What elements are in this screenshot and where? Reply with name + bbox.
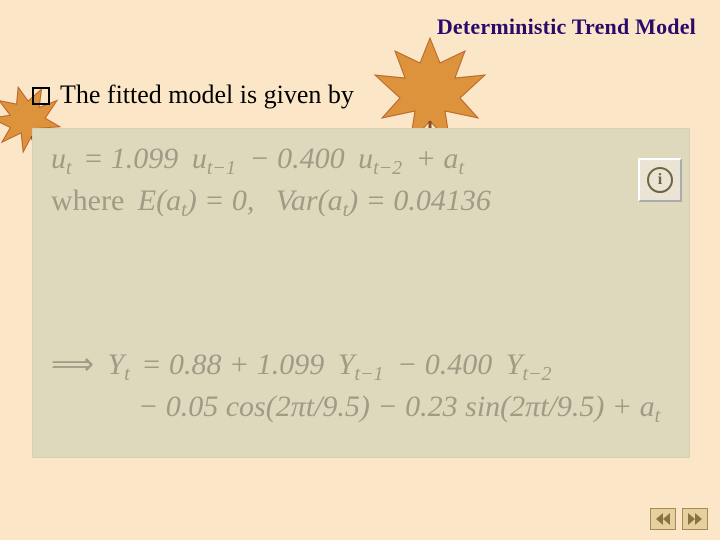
info-label: i bbox=[658, 172, 662, 188]
info-button[interactable]: i bbox=[638, 158, 682, 202]
formula-line-1: ut = 1.099 ut−1 − 0.400 ut−2 + at bbox=[51, 143, 671, 179]
bullet-square-icon bbox=[32, 87, 50, 105]
formula-line-2: where E(at) = 0, Var(at) = 0.04136 bbox=[51, 185, 671, 221]
slide: Deterministic Trend Model The fitted mod… bbox=[0, 0, 720, 540]
slide-title: Deterministic Trend Model bbox=[437, 14, 696, 40]
next-button[interactable] bbox=[682, 508, 708, 530]
formula-line-3: ⟹ Yt = 0.88 + 1.099 Yt−1 − 0.400 Yt−2 bbox=[51, 349, 671, 385]
implies-icon: ⟹ bbox=[51, 348, 90, 381]
forward-icon bbox=[687, 513, 703, 525]
nav-controls bbox=[650, 508, 708, 530]
rewind-icon bbox=[655, 513, 671, 525]
formula-placeholder: ut = 1.099 ut−1 − 0.400 ut−2 + at where … bbox=[32, 128, 690, 458]
info-icon: i bbox=[647, 167, 673, 193]
body-line: The fitted model is given by bbox=[32, 80, 354, 110]
prev-button[interactable] bbox=[650, 508, 676, 530]
formula-line-4: − 0.05 cos(2πt/9.5) − 0.23 sin(2πt/9.5) … bbox=[138, 391, 671, 427]
body-text: The fitted model is given by bbox=[60, 80, 354, 110]
